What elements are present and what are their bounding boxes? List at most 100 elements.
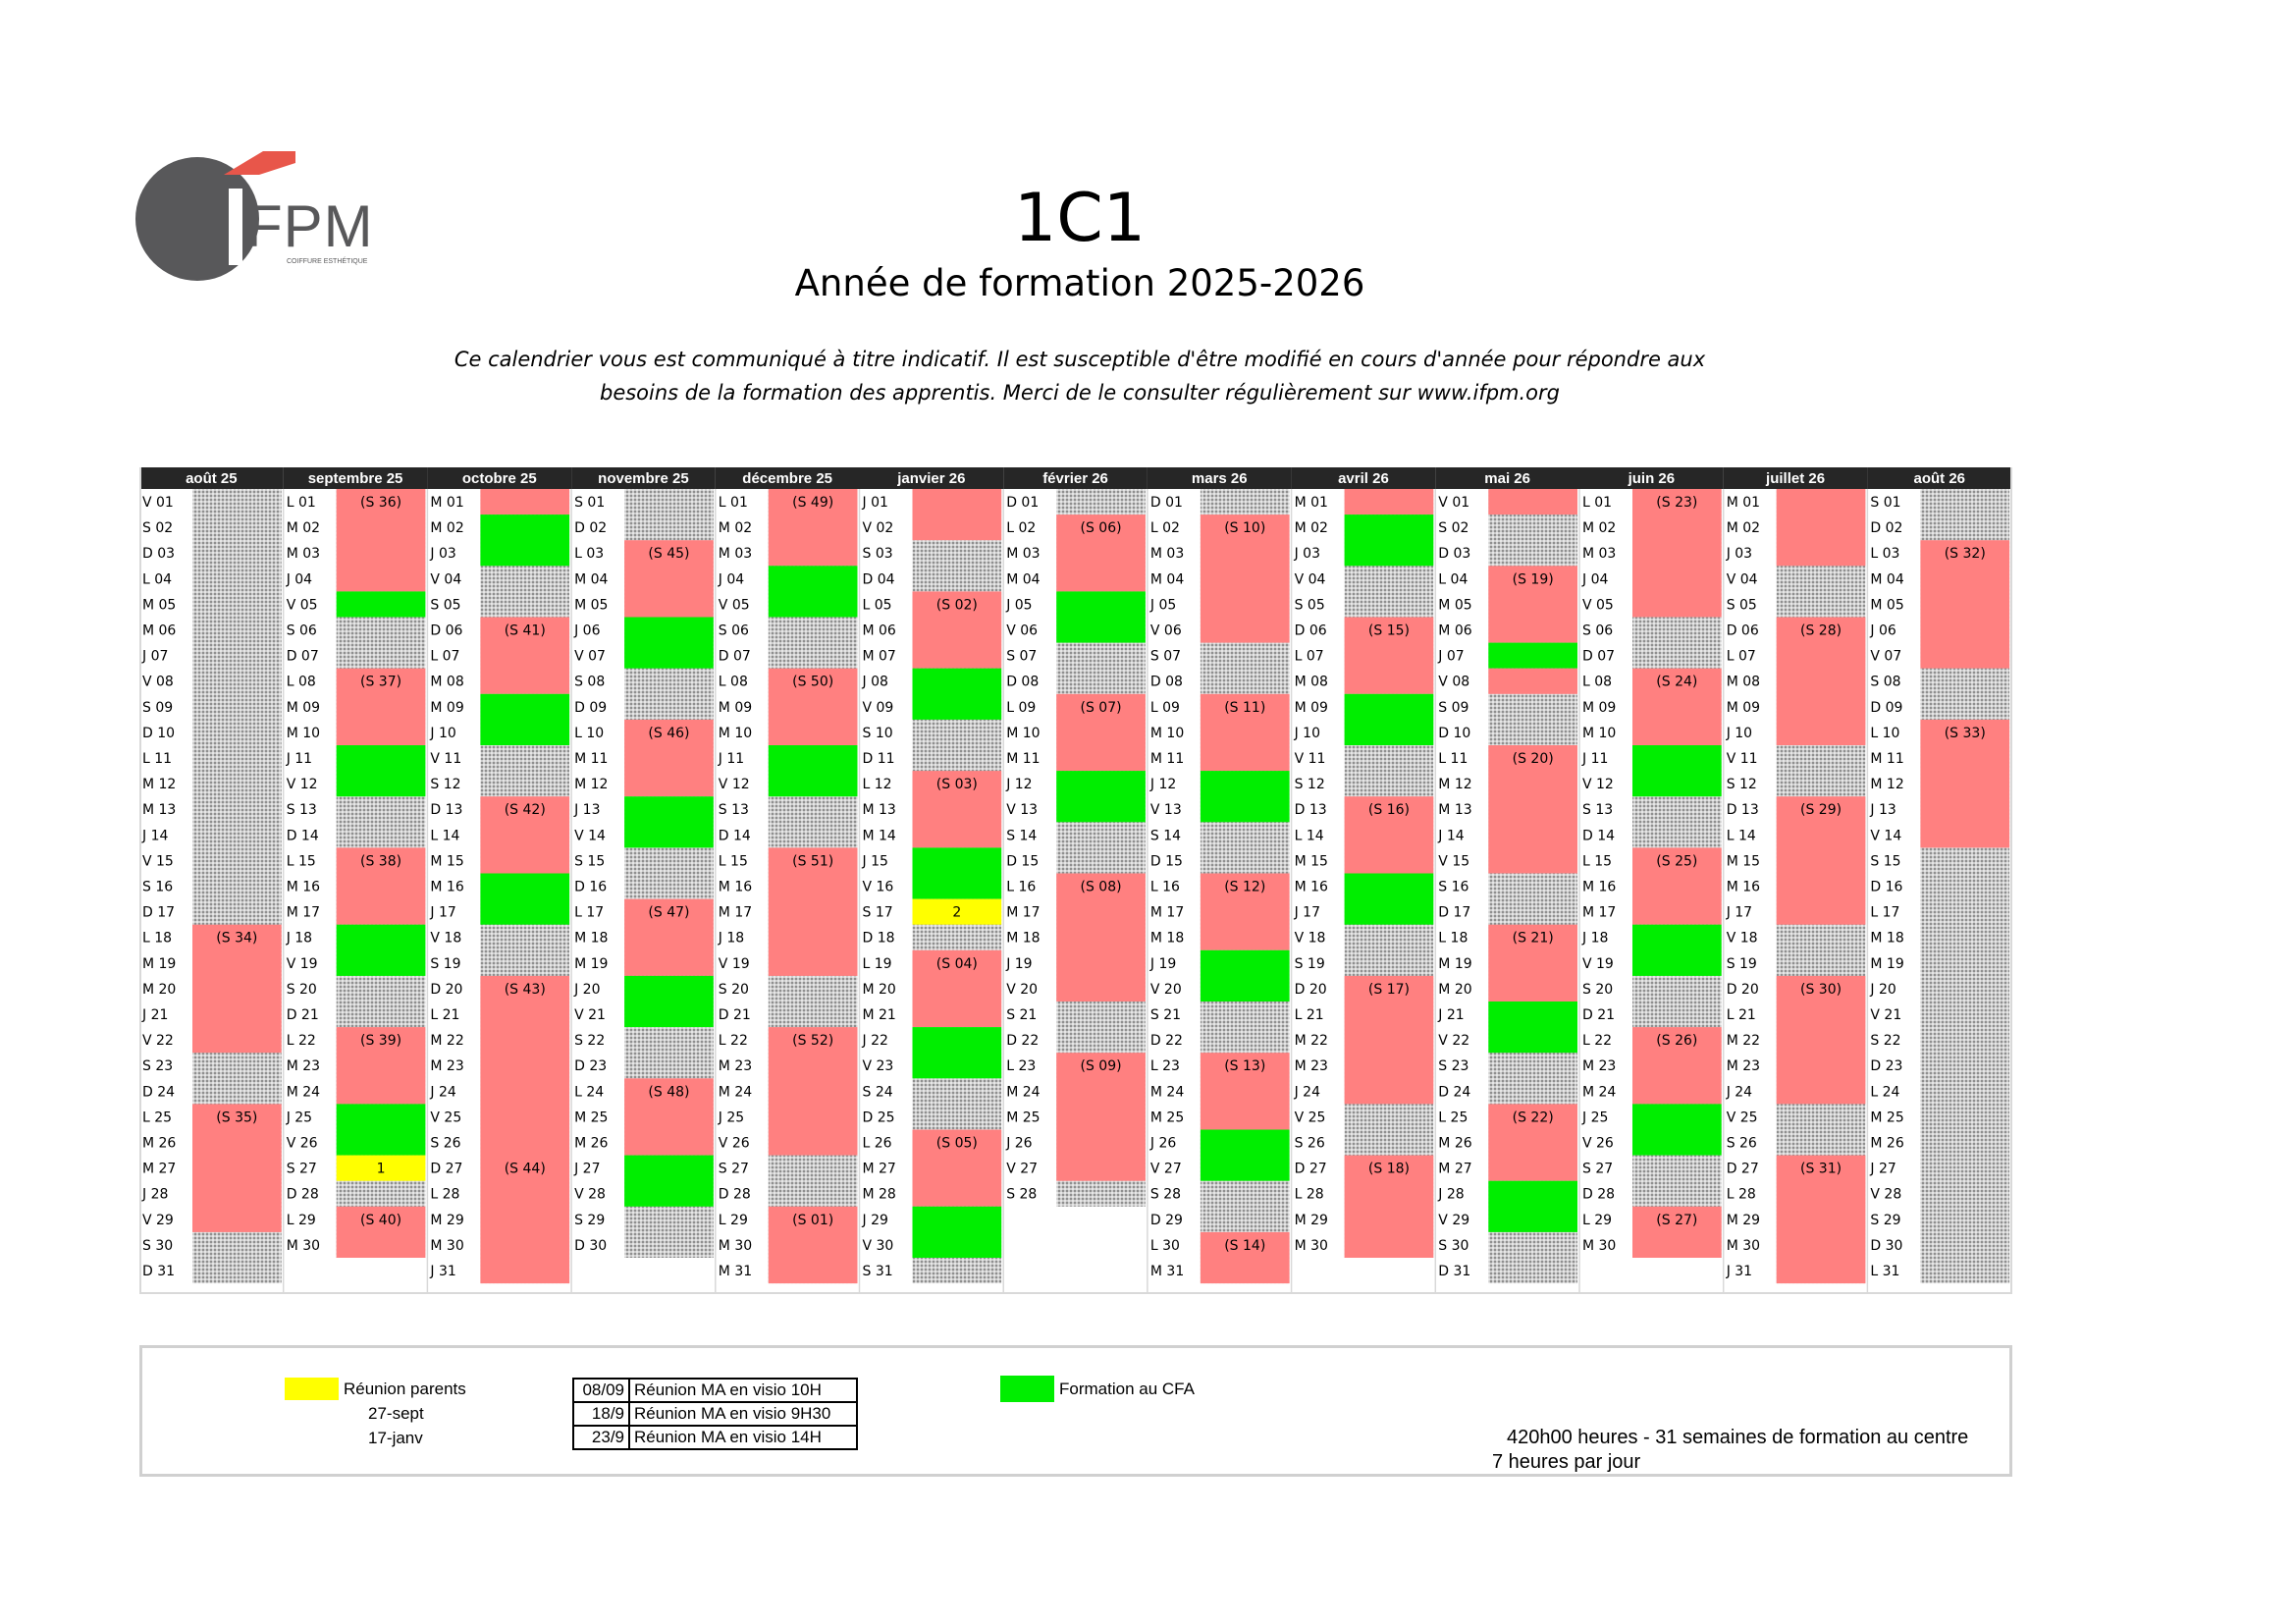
- day-label: M 12: [1870, 777, 1903, 792]
- day-label: M 23: [287, 1058, 320, 1074]
- week-number-label: (S 46): [648, 726, 689, 741]
- day-label: L 29: [287, 1213, 316, 1228]
- day-label: L 03: [574, 546, 604, 562]
- day-label: S 22: [1870, 1033, 1900, 1049]
- day-label: S 15: [574, 853, 605, 869]
- day-label: V 08: [142, 675, 174, 690]
- center-training-block: [912, 591, 1002, 669]
- day-label: V 14: [574, 828, 606, 843]
- day-label: M 19: [574, 956, 608, 972]
- day-label: S 13: [719, 802, 749, 818]
- parents-meeting-block: [336, 1155, 426, 1181]
- cfa-training-block: [1488, 642, 1577, 669]
- week-number-label: (S 40): [360, 1213, 401, 1228]
- day-label: S 24: [863, 1084, 893, 1100]
- day-label: J 17: [1294, 905, 1320, 921]
- week-number-label: (S 21): [1513, 931, 1554, 947]
- center-training-block: [480, 489, 570, 515]
- day-label: J 05: [1005, 597, 1032, 613]
- disclaimer-notice: Ce calendrier vous est communiqué à titr…: [454, 348, 1706, 405]
- day-label: D 06: [1727, 623, 1759, 639]
- week-number-label: (S 16): [1368, 802, 1410, 818]
- day-label: S 12: [430, 777, 460, 792]
- day-label: S 19: [1727, 956, 1757, 972]
- week-number-label: (S 11): [1224, 700, 1265, 716]
- day-label: M 07: [863, 649, 896, 665]
- day-label: J 24: [429, 1084, 455, 1100]
- day-label: V 29: [1438, 1213, 1469, 1228]
- day-label: V 04: [1727, 571, 1758, 587]
- day-label: M 24: [719, 1084, 752, 1100]
- day-label: V 04: [1295, 571, 1326, 587]
- meeting-date: 23/9: [572, 1425, 630, 1450]
- center-training-block: [1200, 693, 1290, 772]
- month-header-label: octobre 25: [462, 470, 537, 487]
- day-label: D 06: [430, 623, 462, 639]
- meeting-label: Réunion MA en visio 9H30: [628, 1401, 858, 1427]
- cfa-training-block: [624, 975, 714, 1028]
- day-label: V 15: [1438, 853, 1469, 869]
- day-label: J 14: [141, 828, 168, 843]
- day-label: L 09: [1006, 700, 1036, 716]
- day-label: M 26: [574, 1136, 608, 1152]
- day-label: M 10: [1006, 726, 1040, 741]
- day-label: M 30: [1582, 1238, 1616, 1254]
- cfa-training-block: [1632, 745, 1722, 797]
- day-label: L 14: [1727, 828, 1756, 843]
- day-label: M 14: [863, 828, 896, 843]
- week-number-label: (S 02): [936, 597, 978, 613]
- day-label: S 14: [1150, 828, 1181, 843]
- day-label: J 06: [1869, 623, 1896, 639]
- week-number-label: (S 29): [1800, 802, 1842, 818]
- day-label: J 08: [862, 675, 888, 690]
- training-calendar: août 25 V 01 S 02 D 03 L 04 M 05 M 06 J 07 V 08 S…: [139, 467, 2012, 1294]
- day-label: V 02: [863, 520, 894, 536]
- day-label: L 25: [1438, 1110, 1468, 1125]
- day-label: D 17: [1438, 905, 1470, 921]
- day-label: M 01: [1727, 495, 1760, 511]
- day-label: J 17: [1726, 905, 1752, 921]
- month-header: [283, 467, 428, 489]
- day-label: J 26: [1005, 1136, 1032, 1152]
- day-label: L 15: [719, 853, 748, 869]
- center-training-block: [1056, 514, 1146, 592]
- day-label: D 01: [1006, 495, 1039, 511]
- day-label: M 05: [1870, 597, 1903, 613]
- day-label: M 09: [1295, 700, 1328, 716]
- week-number-label: (S 13): [1224, 1058, 1265, 1074]
- day-label: V 22: [1438, 1033, 1469, 1049]
- month-header-label: novembre 25: [598, 470, 689, 487]
- center-training-block: [336, 1027, 426, 1105]
- day-label: M 30: [1295, 1238, 1328, 1254]
- month-header-label: septembre 25: [308, 470, 403, 487]
- day-label: V 01: [1438, 495, 1469, 511]
- day-label: L 10: [574, 726, 604, 741]
- day-label: M 02: [719, 520, 752, 536]
- center-training-block: [624, 1078, 714, 1156]
- day-label: J 01: [862, 495, 888, 511]
- center-training-block: [1632, 668, 1722, 745]
- day-label: D 08: [1150, 675, 1183, 690]
- day-label: D 07: [1582, 649, 1615, 665]
- center-training-block: [1776, 975, 1866, 1105]
- day-label: S 21: [1006, 1007, 1037, 1023]
- day-label: D 21: [287, 1007, 319, 1023]
- day-label: L 08: [719, 675, 748, 690]
- week-number-label: (S 52): [792, 1033, 833, 1049]
- day-label: S 09: [142, 700, 173, 716]
- center-training-block: [1632, 489, 1722, 618]
- day-label: L 07: [430, 649, 459, 665]
- cfa-training-block: [1344, 514, 1434, 567]
- day-label: L 05: [863, 597, 892, 613]
- day-label: M 18: [1870, 931, 1903, 947]
- day-label: D 15: [1006, 853, 1039, 869]
- day-label: V 18: [1295, 931, 1326, 947]
- day-label: S 22: [574, 1033, 605, 1049]
- day-label: D 27: [430, 1162, 462, 1177]
- center-training-block: [768, 1206, 858, 1284]
- cfa-training-block: [624, 1155, 714, 1207]
- day-label: M 10: [1582, 726, 1616, 741]
- cfa-training-block: [1488, 1001, 1577, 1054]
- day-label: D 21: [719, 1007, 751, 1023]
- day-label: S 30: [1438, 1238, 1468, 1254]
